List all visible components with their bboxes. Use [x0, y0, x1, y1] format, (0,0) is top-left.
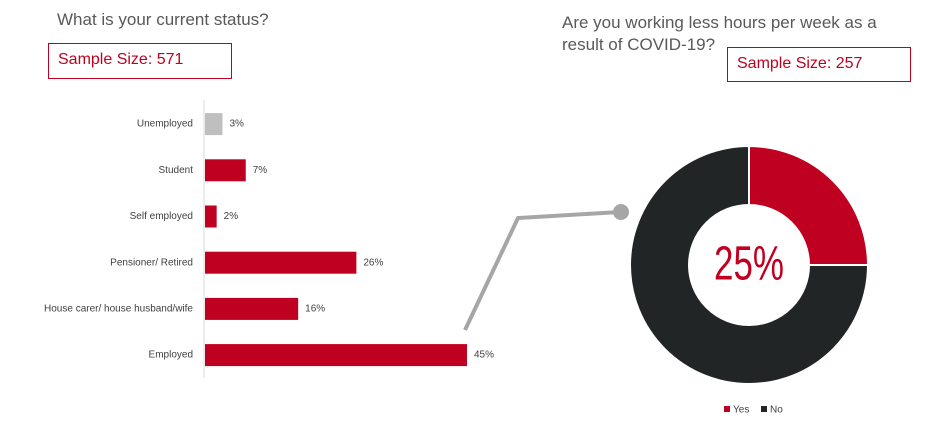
- legend-swatch: [761, 406, 767, 412]
- category-label: Unemployed: [137, 119, 193, 130]
- value-label: 3%: [229, 119, 244, 130]
- connector: [463, 210, 621, 331]
- center-label: 25%: [714, 238, 784, 291]
- bar: [205, 297, 299, 320]
- bar: [205, 251, 357, 274]
- bar: [205, 113, 223, 136]
- chart-title: Are you working less hours per week as a…: [562, 13, 877, 54]
- sample-size: Sample Size: 571: [48, 43, 232, 79]
- category-label: Employed: [149, 350, 193, 361]
- value-label: 2%: [224, 211, 239, 222]
- legend-label: No: [770, 405, 783, 416]
- chart-title: What is your current status?: [57, 10, 269, 29]
- sample-size: Sample Size: 257: [727, 47, 911, 82]
- value-label: 16%: [305, 304, 325, 315]
- bar: [205, 205, 217, 228]
- category-label: Pensioner/ Retired: [110, 257, 193, 268]
- value-label: 45%: [474, 350, 494, 361]
- legend-label: Yes: [733, 405, 749, 416]
- category-label: Student: [159, 165, 194, 176]
- category-label: House carer/ house husband/wife: [44, 304, 193, 315]
- value-label: 26%: [363, 257, 383, 268]
- legend-swatch: [724, 406, 730, 412]
- donut-slice: [748, 144, 870, 266]
- bar: [205, 159, 246, 182]
- bar: [205, 344, 467, 367]
- value-label: 7%: [253, 165, 268, 176]
- category-label: Self employed: [130, 211, 193, 222]
- donut-slice: [629, 144, 870, 385]
- connector-dot: [613, 204, 629, 220]
